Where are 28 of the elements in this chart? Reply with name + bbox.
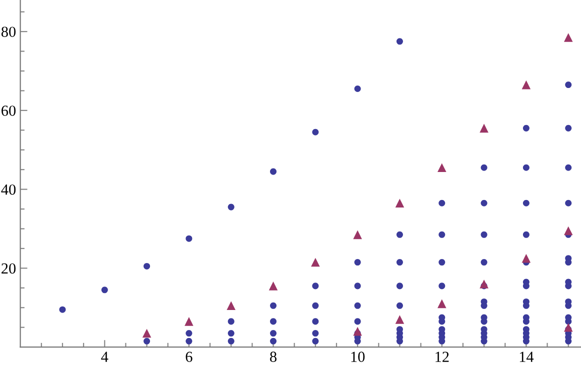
point — [522, 80, 531, 90]
y-tick-label: 40 — [1, 184, 16, 195]
y-tick-label: 20 — [2, 263, 16, 274]
point — [480, 280, 488, 288]
y-tick-label: 80 — [1, 26, 16, 38]
point — [564, 226, 573, 236]
x-tick-label: 4 — [101, 352, 108, 362]
x-tick-label: 12 — [436, 352, 449, 362]
x-tick-label: 8 — [270, 352, 277, 362]
point — [311, 258, 320, 267]
point — [184, 317, 194, 326]
point — [142, 328, 152, 338]
point — [564, 33, 573, 42]
x-tick-label: 10 — [351, 352, 365, 362]
point — [437, 163, 446, 172]
point — [353, 326, 362, 336]
point — [395, 315, 404, 324]
point — [522, 254, 531, 263]
x-tick-label: 6 — [186, 352, 192, 362]
y-tick-label: 60 — [2, 106, 16, 116]
point — [437, 299, 446, 308]
point — [268, 282, 278, 290]
point — [564, 322, 573, 332]
point — [395, 198, 404, 208]
point — [353, 230, 362, 240]
point — [480, 124, 488, 133]
point — [226, 301, 236, 310]
x-tick-label: 14 — [520, 352, 534, 362]
